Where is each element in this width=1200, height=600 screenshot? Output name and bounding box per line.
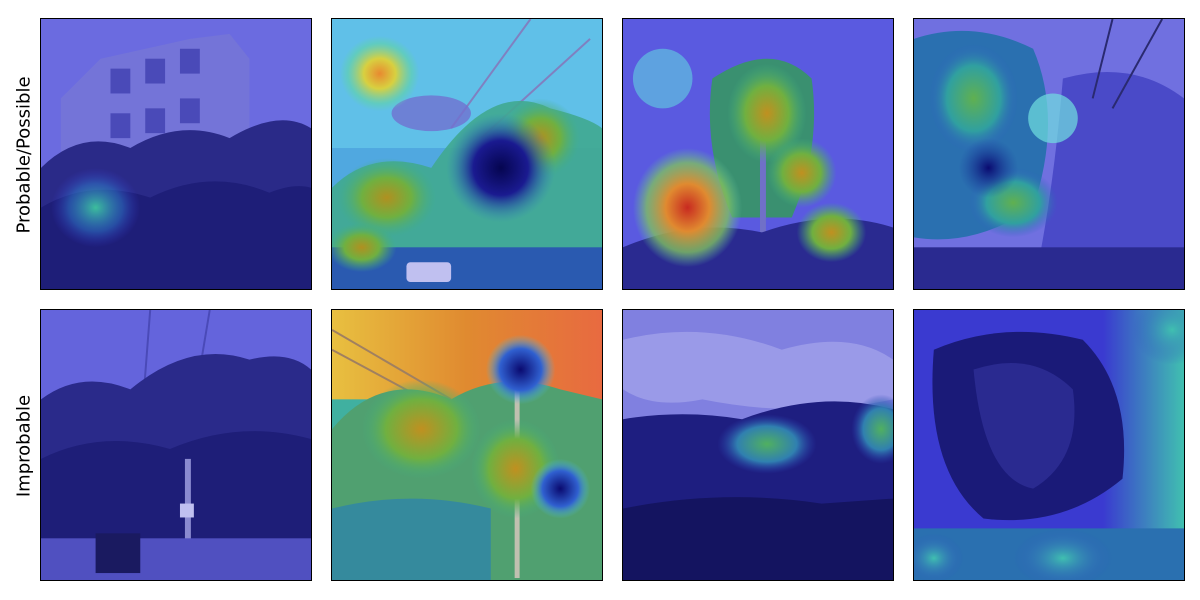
heatmap-panel-7 [622,309,894,581]
heatmap-panel-4 [913,18,1185,290]
heatmap-panel-1 [40,18,312,290]
heatmap-panel-2 [331,18,603,290]
heatmap-panel-5 [40,309,312,581]
heatmap-panel-6 [331,309,603,581]
heatmap-panel-3 [622,18,894,290]
heatmap-panel-8 [913,309,1185,581]
